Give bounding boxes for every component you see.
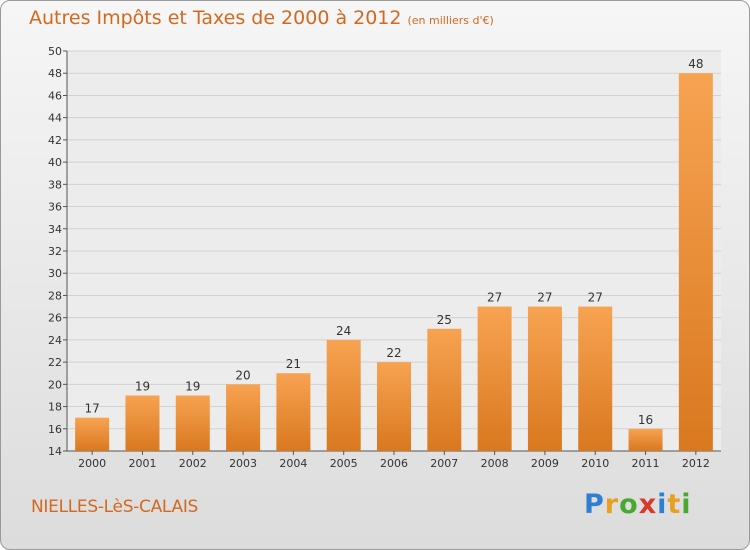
y-tick-label: 44 [48, 112, 62, 125]
x-tick-label: 2007 [430, 457, 458, 470]
x-tick-label: 2012 [682, 457, 710, 470]
chart-title: Autres Impôts et Taxes de 2000 à 2012 [29, 7, 402, 29]
bar [578, 306, 613, 451]
x-tick-label: 2009 [531, 457, 559, 470]
y-tick-label: 34 [48, 223, 62, 236]
bar-value-label: 27 [537, 291, 552, 305]
bar-value-label: 27 [487, 291, 502, 305]
logo-letter: r [604, 489, 620, 520]
bar-value-label: 22 [386, 346, 401, 360]
chart-subtitle: (en milliers d'€) [407, 14, 494, 27]
logo-letter: o [619, 489, 639, 520]
y-tick-label: 14 [48, 445, 62, 458]
bar-value-label: 19 [135, 379, 150, 393]
y-tick-label: 50 [48, 45, 62, 58]
bar [628, 428, 663, 451]
bar [175, 395, 210, 451]
bar-value-label: 24 [336, 324, 351, 338]
y-tick-label: 24 [48, 334, 62, 347]
y-tick-label: 26 [48, 312, 62, 325]
bar-value-label: 17 [85, 402, 100, 416]
bar [527, 306, 562, 451]
bar [477, 306, 512, 451]
commune-name: NIELLES-LèS-CALAIS [31, 497, 199, 517]
x-tick-label: 2001 [128, 457, 156, 470]
x-tick-label: 2006 [380, 457, 408, 470]
x-tick-label: 2008 [481, 457, 509, 470]
y-tick-label: 36 [48, 201, 62, 214]
logo-letter: i [657, 489, 668, 520]
y-tick-label: 46 [48, 89, 62, 102]
x-tick-label: 2011 [632, 457, 660, 470]
bar-value-label: 25 [437, 313, 452, 327]
bar [377, 362, 411, 451]
y-tick-label: 18 [48, 401, 62, 414]
x-tick-label: 2004 [279, 457, 307, 470]
logo-letter: i [681, 489, 692, 520]
y-tick-label: 42 [48, 134, 62, 147]
bar [678, 73, 713, 451]
bar-value-label: 48 [688, 57, 703, 71]
bar [226, 384, 261, 451]
bar-value-label: 19 [185, 379, 200, 393]
bar [427, 328, 462, 451]
bar [326, 339, 361, 451]
logo-letter: x [638, 489, 658, 520]
y-tick-label: 16 [48, 423, 62, 436]
x-tick-label: 2003 [229, 457, 257, 470]
y-tick-label: 20 [48, 378, 62, 391]
x-tick-label: 2000 [78, 457, 106, 470]
logo-letter: P [584, 489, 605, 520]
bar-value-label: 16 [638, 413, 653, 427]
bar-value-label: 21 [286, 357, 301, 371]
proxiti-logo: Proxiti [584, 489, 692, 520]
x-tick-label: 2005 [330, 457, 358, 470]
bar [75, 417, 110, 451]
y-tick-label: 32 [48, 245, 62, 258]
y-tick-label: 48 [48, 67, 62, 80]
logo-letter: t [667, 489, 682, 520]
chart-header: Autres Impôts et Taxes de 2000 à 2012 (en… [29, 7, 494, 29]
y-tick-label: 30 [48, 267, 62, 280]
y-tick-label: 28 [48, 289, 62, 302]
x-tick-label: 2002 [179, 457, 207, 470]
y-tick-label: 38 [48, 178, 62, 191]
bar [125, 395, 160, 451]
bar-value-label: 27 [588, 291, 603, 305]
bar [276, 373, 311, 451]
bar-value-label: 20 [235, 368, 250, 382]
x-tick-label: 2010 [581, 457, 609, 470]
y-tick-label: 22 [48, 356, 62, 369]
y-tick-label: 40 [48, 156, 62, 169]
